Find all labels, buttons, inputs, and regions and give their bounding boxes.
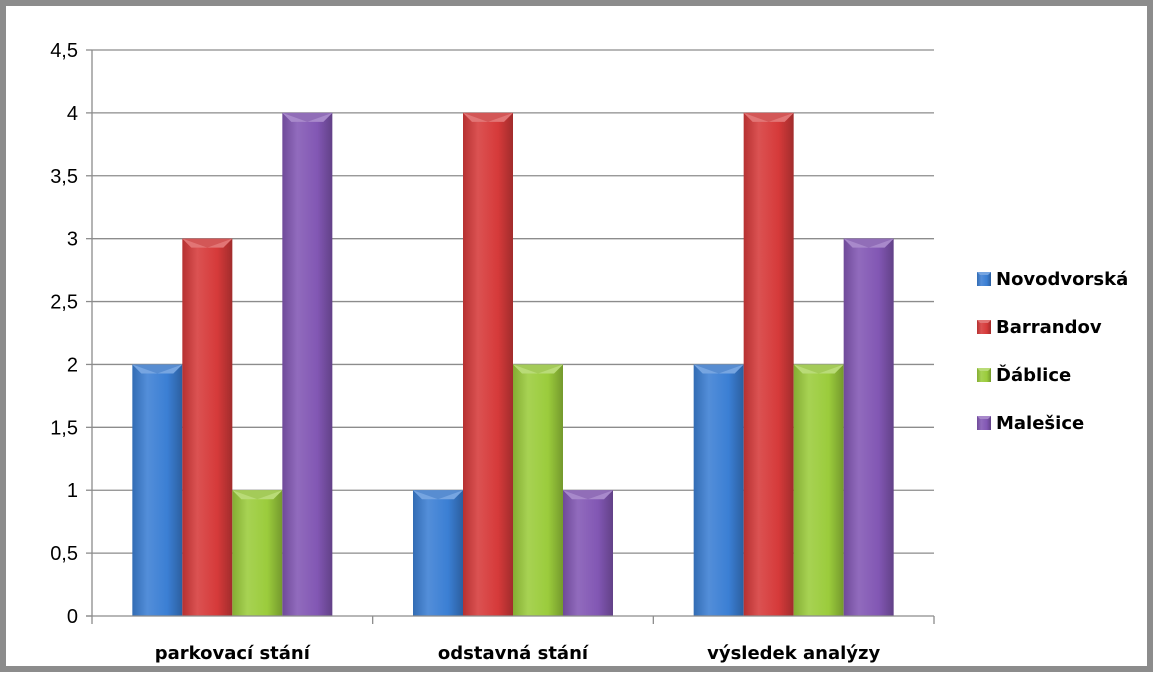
bar-Ďáblice-výsledek analýzy	[793, 364, 844, 616]
bar-bevel-shadow	[413, 490, 463, 500]
bar-bevel-top	[463, 112, 513, 122]
legend-label: Ďáblice	[996, 364, 1071, 386]
legend-swatch	[977, 272, 991, 286]
bar	[463, 112, 513, 616]
bar-bevel-shadow	[743, 112, 794, 122]
bar-Barrandov-parkovací stání	[182, 238, 233, 616]
bar-bevel-top	[282, 112, 333, 122]
legend: Novodvorská Barrandov Ďáblice Malešice	[977, 269, 1128, 434]
bar-Ďáblice-parkovací stání	[232, 490, 283, 616]
bar-bevel-top	[743, 112, 794, 122]
bar-bevel-shadow	[513, 364, 563, 374]
bar-Barrandov-odstavná stání	[463, 112, 513, 616]
bar-Novodvorská-parkovací stání	[132, 364, 183, 616]
bar	[843, 238, 894, 616]
bar-bevel-top	[182, 238, 233, 248]
legend-label: Barrandov	[996, 317, 1102, 338]
y-tick-label: 3	[67, 229, 78, 251]
bar-bevel-top	[843, 238, 894, 248]
legend-swatch-bevel	[977, 416, 991, 419]
bar-bevel-shadow	[843, 238, 894, 248]
legend-label: Malešice	[996, 413, 1084, 434]
bar-bevel-shadow	[182, 238, 233, 248]
bar-bevel-top	[513, 364, 563, 374]
bar-bevel-top	[693, 364, 744, 374]
legend-swatch-bevel	[977, 320, 991, 323]
legend-entry: Barrandov	[977, 317, 1102, 338]
bar	[413, 490, 463, 616]
x-category-label: výsledek analýzy	[707, 643, 880, 664]
bar	[793, 364, 844, 616]
bar-bevel-shadow	[563, 490, 613, 500]
bar	[182, 238, 233, 616]
legend-entry: Ďáblice	[977, 364, 1071, 386]
x-category-label: odstavná stání	[438, 643, 589, 664]
y-tick-label: 2	[67, 354, 78, 376]
bar	[743, 112, 794, 616]
bar-bevel-shadow	[282, 112, 333, 122]
axes	[86, 50, 935, 624]
bar-bevel-shadow	[793, 364, 844, 374]
bar	[232, 490, 283, 616]
legend-swatch	[977, 320, 991, 334]
y-tick-label: 2,5	[50, 292, 78, 314]
legend-entry: Novodvorská	[977, 269, 1128, 290]
x-category-label: parkovací stání	[155, 643, 311, 664]
bar-bevel-top	[793, 364, 844, 374]
bar	[513, 364, 563, 616]
bar-bevel-top	[413, 490, 463, 500]
bar-Malešice-výsledek analýzy	[843, 238, 894, 616]
bar-chart: 0 0,5 1 1,5 2 2,5 3 3,5 4 4,5 parkovací stání odst…	[50, 40, 1128, 664]
bar-bevel-shadow	[132, 364, 183, 374]
bar-Novodvorská-výsledek analýzy	[693, 364, 744, 616]
bar-bevel-shadow	[463, 112, 513, 122]
bar	[563, 490, 613, 616]
y-tick-label: 4	[67, 103, 78, 125]
y-tick-label: 0,5	[50, 543, 78, 565]
x-axis-category-labels: parkovací stání odstavná stání výsledek an…	[155, 643, 881, 664]
y-axis-tick-labels: 0 0,5 1 1,5 2 2,5 3 3,5 4 4,5	[50, 40, 78, 628]
legend-swatch	[977, 368, 991, 382]
bar	[132, 364, 183, 616]
bars	[132, 112, 894, 616]
legend-swatch	[977, 416, 991, 430]
y-tick-label: 1,5	[50, 417, 78, 439]
bar-Malešice-odstavná stání	[563, 490, 613, 616]
bar-Malešice-parkovací stání	[282, 112, 333, 616]
legend-label: Novodvorská	[996, 269, 1128, 290]
bar-bevel-shadow	[693, 364, 744, 374]
legend-swatch-bevel	[977, 272, 991, 275]
bar-bevel-top	[563, 490, 613, 500]
bar-Barrandov-výsledek analýzy	[743, 112, 794, 616]
bar-Novodvorská-odstavná stání	[413, 490, 463, 616]
bar-bevel-top	[132, 364, 183, 374]
bar-bevel-top	[232, 490, 283, 500]
y-tick-label: 3,5	[50, 166, 78, 188]
bar-bevel-shadow	[232, 490, 283, 500]
legend-swatch-bevel	[977, 368, 991, 371]
legend-entry: Malešice	[977, 413, 1084, 434]
y-tick-label: 4,5	[50, 40, 78, 62]
y-tick-label: 1	[67, 480, 78, 502]
y-tick-label: 0	[67, 606, 78, 628]
bar	[282, 112, 333, 616]
bar-Ďáblice-odstavná stání	[513, 364, 563, 616]
bar	[693, 364, 744, 616]
